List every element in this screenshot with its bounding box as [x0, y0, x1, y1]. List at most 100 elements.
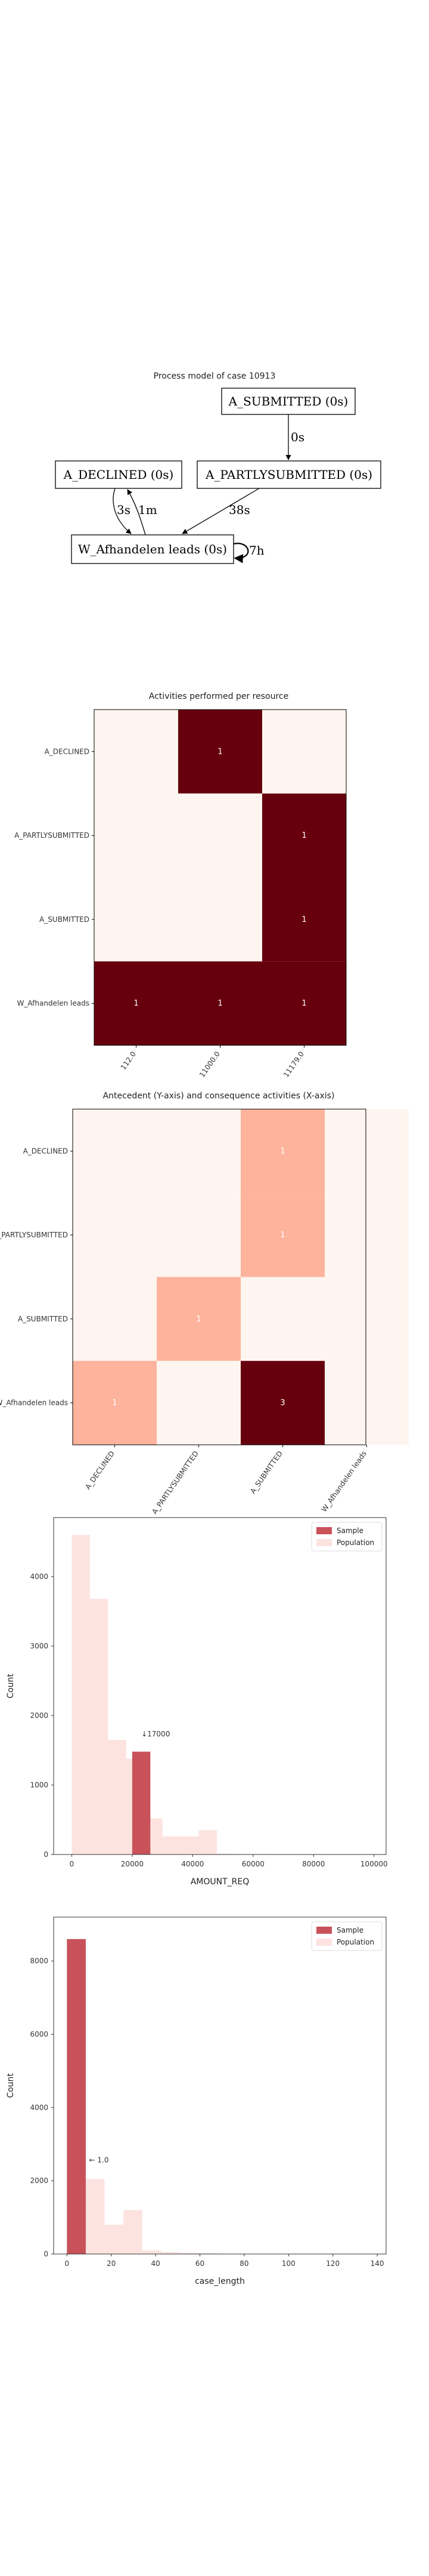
histogram-case-length: 0 20 40 60 80 100 120 140 0 2000 4000 6000 8000 case_…: [6, 1916, 387, 2286]
y-tick-label: W_Afhandelen leads: [0, 1399, 68, 1407]
heatmap-cell: [262, 710, 346, 794]
heatmap-cell: [157, 1193, 241, 1277]
edge-label: 1m: [138, 503, 157, 517]
x-tick-label: W_Afhandelen leads: [320, 1450, 368, 1514]
heatmap-cell-label: 3: [280, 1399, 285, 1408]
x-tick-label: A_DECLINED: [83, 1450, 116, 1491]
edge-w-self-loop: 7h: [233, 543, 265, 564]
x-tick-label: A_SUBMITTED: [248, 1450, 284, 1496]
y-axis-label: Count: [6, 1673, 15, 1698]
heatmap-cell: [73, 1361, 157, 1445]
heatmap-cell-label: 1: [301, 999, 306, 1008]
heatmap-cell: [325, 1109, 409, 1193]
heatmap-cell: [157, 1361, 241, 1445]
x-tick-label: 80000: [302, 1860, 325, 1868]
y-tick-label: W_Afhandelen leads: [17, 999, 89, 1008]
legend-swatch: [316, 1539, 332, 1546]
node-label: A_PARTLYSUBMITTED (0s): [205, 467, 372, 482]
legend-swatch: [316, 1927, 332, 1934]
legend-swatch: [316, 1527, 332, 1534]
y-tick-label: 3000: [30, 1642, 48, 1651]
node-w-afhandelen-leads: W_Afhandelen leads (0s): [71, 534, 234, 564]
x-tick-label: 100000: [360, 1860, 388, 1868]
y-tick-label: A_SUBMITTED: [18, 1315, 68, 1323]
population-bar: [72, 1535, 90, 1854]
edge-label: 7h: [249, 543, 265, 558]
x-tick-label: 11179.0: [282, 1050, 306, 1079]
heatmap-cells: 1 1 1 1 1 1: [94, 710, 346, 1045]
sample-bars: [67, 1939, 86, 2254]
edge-label: 3s: [117, 503, 130, 517]
x-tick-label: 40: [151, 2259, 160, 2268]
y-tick-label: 4000: [30, 2103, 48, 2111]
y-tick-label: A_SUBMITTED: [39, 915, 89, 924]
x-tick-label: 112.0: [119, 1050, 138, 1072]
population-bar: [180, 2253, 199, 2254]
edge-submitted-to-partlysubmitted: 0s: [285, 414, 304, 460]
heatmap-cell-label: 1: [217, 999, 222, 1008]
legend-label: Population: [337, 1938, 374, 1946]
annotation-label: ← 1.0: [89, 2156, 109, 2164]
y-tick-label: A_PARTLYSUBMITTED: [0, 1231, 68, 1239]
legend-label: Sample: [337, 1527, 363, 1535]
node-label: A_DECLINED (0s): [63, 467, 174, 482]
node-a-declined: A_DECLINED (0s): [55, 460, 182, 489]
population-bar: [142, 2250, 161, 2254]
y-axis-label: Count: [6, 2073, 15, 2098]
heatmap-cell-label: 1: [280, 1231, 285, 1240]
x-tick-label: 20000: [121, 1860, 144, 1868]
heatmap-cell: [73, 1109, 157, 1193]
y-tick-label: 1000: [30, 1781, 48, 1789]
sample-bar: [67, 1939, 86, 2254]
x-tick-label: A_PARTLYSUBMITTED: [150, 1450, 200, 1516]
y-tick-label: A_DECLINED: [23, 1147, 68, 1155]
legend-label: Population: [337, 1538, 374, 1547]
x-tick-label: 60: [195, 2259, 204, 2268]
x-tick-label: 40000: [181, 1860, 204, 1868]
edge-label: 0s: [291, 430, 304, 444]
heatmap-cell-label: 1: [133, 999, 138, 1008]
heatmap-cell: [178, 793, 262, 878]
y-tick-label: A_DECLINED: [45, 747, 89, 756]
y-tick-label: 4000: [30, 1572, 48, 1581]
x-axis-label: AMOUNT_REQ: [191, 1877, 250, 1887]
heatmap-cell: [178, 961, 262, 1045]
heatmap-cell: [73, 1193, 157, 1277]
plot-frame: [53, 1517, 387, 1855]
population-bar: [198, 2253, 218, 2254]
heatmap-cell: [94, 710, 178, 794]
x-tick-label: 60000: [242, 1860, 265, 1868]
population-bars: [67, 1939, 218, 2254]
heatmap1-title: Activities performed per resource: [149, 692, 288, 701]
y-tick-label: 8000: [30, 1957, 48, 1965]
process-model-graph: Process model of case 10913 A_SUBMITTED …: [55, 371, 381, 564]
y-tick-label: 6000: [30, 2030, 48, 2039]
y-tick-label: 2000: [30, 1711, 48, 1720]
histogram-amount-req: 0 20000 40000 60000 80000 100000 0 1000 2000 3000…: [6, 1517, 388, 1887]
y-tick-label: 0: [43, 2250, 48, 2258]
x-tick-label: 0: [70, 1860, 74, 1868]
heatmap-antecedent-consequence: Antecedent (Y-axis) and consequence acti…: [0, 1091, 409, 1516]
heatmap-cell: [157, 1277, 241, 1361]
node-label: A_SUBMITTED (0s): [228, 394, 349, 408]
heatmap-cells: 1 1 1 1 3: [73, 1109, 409, 1445]
heatmap-cell: [325, 1361, 409, 1445]
heatmap-frame: [72, 1109, 366, 1445]
heatmap-cell: [241, 1277, 325, 1361]
sample-bar: [132, 1751, 151, 1854]
sample-bars: [132, 1751, 151, 1854]
x-tick-label: 80: [240, 2259, 248, 2268]
node-label: W_Afhandelen leads (0s): [78, 542, 227, 556]
population-bar: [198, 1830, 217, 1854]
heatmap-cell: [157, 1109, 241, 1193]
heatmap-cell: [325, 1277, 409, 1361]
heatmap-cell: [262, 877, 346, 962]
heatmap-cell-label: 1: [112, 1399, 117, 1408]
heatmap-cell-label: 1: [280, 1147, 285, 1156]
population-bar: [85, 2179, 105, 2254]
x-tick-label: 100: [282, 2259, 296, 2268]
edge-declined-to-w: 3s: [113, 488, 132, 534]
population-bar: [108, 1739, 126, 1854]
population-bar: [181, 1836, 199, 1854]
legend: Sample Population: [311, 1522, 383, 1552]
